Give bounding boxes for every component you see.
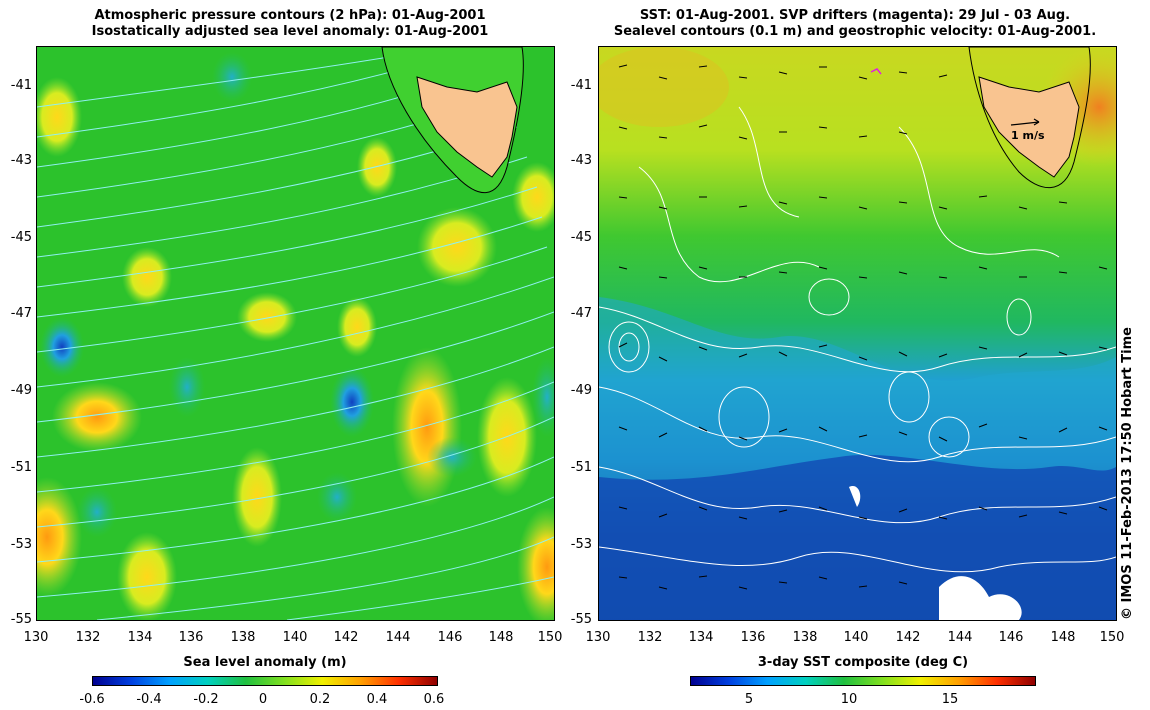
colorbar-tick: -0.4: [136, 692, 162, 707]
sla-colorbar-label: Sea level anomaly (m): [183, 655, 347, 670]
colorbar-tick: 15: [941, 692, 959, 707]
lat-tick: -49: [570, 383, 592, 398]
lon-tick: 134: [688, 630, 714, 645]
lat-tick: -49: [10, 383, 32, 398]
lat-tick: -43: [10, 153, 32, 168]
lon-tick: 130: [23, 630, 49, 645]
imos-credit: © IMOS 11-Feb-2013 17:50 Hobart Time: [1120, 327, 1135, 620]
lat-tick: -55: [10, 612, 32, 627]
lon-tick: 142: [333, 630, 359, 645]
lat-tick: -45: [570, 230, 592, 245]
lon-tick: 132: [637, 630, 663, 645]
colorbar-tick: 10: [840, 692, 858, 707]
lon-tick: 148: [1050, 630, 1076, 645]
tasmania-land-right: [978, 76, 1080, 178]
sst-map[interactable]: 1 m/s: [598, 46, 1117, 621]
lat-tick: -47: [570, 306, 592, 321]
sst-colorbar: [690, 676, 1036, 686]
vector-scale-label: 1 m/s: [1011, 129, 1045, 142]
lon-tick: 140: [843, 630, 869, 645]
left-map-title: Atmospheric pressure contours (2 hPa): 0…: [20, 8, 560, 40]
left-title-line2: Isostatically adjusted sea level anomaly…: [91, 24, 489, 39]
lon-tick: 140: [282, 630, 308, 645]
lon-tick: 148: [488, 630, 514, 645]
right-title-line1: SST: 01-Aug-2001. SVP drifters (magenta)…: [639, 8, 1071, 23]
lat-tick: -53: [570, 537, 592, 552]
lat-tick: -51: [10, 460, 32, 475]
lon-tick: 138: [230, 630, 256, 645]
colorbar-tick: -0.2: [193, 692, 219, 707]
lon-tick: 146: [998, 630, 1024, 645]
sst-colorbar-label: 3-day SST composite (deg C): [757, 655, 969, 670]
colorbar-tick: 0.6: [423, 692, 445, 707]
sla-colorbar: [92, 676, 438, 686]
right-map-title: SST: 01-Aug-2001. SVP drifters (magenta)…: [580, 8, 1130, 40]
lon-tick: 136: [178, 630, 204, 645]
lat-tick: -41: [10, 78, 32, 93]
tasmania-land: [416, 76, 518, 178]
colorbar-tick: 5: [744, 692, 754, 707]
lon-tick: 142: [895, 630, 921, 645]
sst-map-canvas: 1 m/s: [599, 47, 1116, 620]
sea-level-anomaly-map[interactable]: [36, 46, 555, 621]
left-title-line1: Atmospheric pressure contours (2 hPa): 0…: [94, 8, 486, 23]
lat-tick: -45: [10, 230, 32, 245]
colorbar-tick: -0.6: [79, 692, 105, 707]
lat-tick: -47: [10, 306, 32, 321]
lon-tick: 146: [437, 630, 463, 645]
lat-tick: -51: [570, 460, 592, 475]
lat-tick: -43: [570, 153, 592, 168]
colorbar-tick: 0.2: [309, 692, 331, 707]
colorbar-tick: 0.4: [366, 692, 388, 707]
lat-tick: -53: [10, 537, 32, 552]
vector-scale-arrow: [1010, 121, 1040, 126]
lon-tick: 134: [127, 630, 153, 645]
geostrophic-velocity-vectors: [618, 64, 1108, 590]
lon-tick: 150: [537, 630, 563, 645]
lon-tick: 130: [585, 630, 611, 645]
lon-tick: 144: [385, 630, 411, 645]
lon-tick: 138: [792, 630, 818, 645]
lat-tick: -41: [570, 78, 592, 93]
lon-tick: 144: [947, 630, 973, 645]
lon-tick: 132: [75, 630, 101, 645]
colorbar-tick: 0: [258, 692, 268, 707]
sla-map-canvas: [37, 47, 554, 620]
svp-drifter-track: [870, 68, 882, 75]
lon-tick: 150: [1099, 630, 1125, 645]
shelf-contour-right: [968, 47, 1091, 189]
lon-tick: 136: [740, 630, 766, 645]
lat-tick: -55: [570, 612, 592, 627]
right-title-line2: Sealevel contours (0.1 m) and geostrophi…: [613, 24, 1097, 39]
sealevel-contours: [599, 106, 1116, 573]
